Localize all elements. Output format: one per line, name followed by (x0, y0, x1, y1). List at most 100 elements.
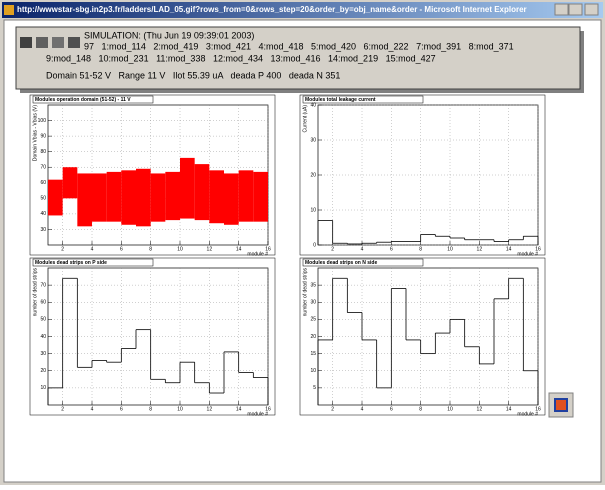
x-tick-label: 4 (91, 246, 94, 252)
x-tick-label: 10 (447, 406, 453, 412)
range-bar (136, 168, 151, 227)
y-tick-label: 70 (40, 165, 46, 171)
y-axis-label: number of dead strips (302, 268, 308, 317)
x-tick-label: 10 (177, 246, 183, 252)
x-tick-label: 2 (331, 406, 334, 412)
tool-button[interactable] (548, 392, 574, 418)
header-box (15, 26, 581, 90)
y-tick-label: 30 (310, 137, 316, 143)
chart-title: Modules total leakage current (305, 97, 376, 103)
range-bar (106, 171, 122, 222)
y-tick-label: 30 (40, 351, 46, 357)
y-tick-label: 30 (40, 227, 46, 233)
y-axis-label: number of dead strips (32, 268, 38, 317)
x-tick-label: 10 (447, 246, 453, 252)
y-tick-label: 60 (40, 180, 46, 186)
x-tick-label: 14 (236, 246, 242, 252)
minimize-button[interactable] (554, 3, 569, 16)
y-tick-label: 40 (310, 102, 316, 108)
y-axis-label: Current (uA) (302, 105, 308, 133)
x-tick-label: 8 (419, 406, 422, 412)
y-tick-label: 70 (40, 282, 46, 288)
x-tick-label: 6 (120, 246, 123, 252)
chart-title-box (32, 258, 154, 267)
x-axis-label: module # (517, 251, 538, 257)
x-tick-label: 16 (535, 246, 541, 252)
range-bar (238, 170, 254, 222)
range-bar (165, 171, 180, 221)
x-tick-label: 8 (149, 406, 152, 412)
range-bar (121, 170, 136, 225)
chart-title-box (32, 95, 154, 104)
y-axis-label: Domain Vbias - Vbias (V) (32, 105, 38, 161)
range-bar (253, 171, 268, 222)
y-tick-label: 30 (310, 300, 316, 306)
x-tick-label: 8 (419, 246, 422, 252)
y-tick-label: 50 (40, 317, 46, 323)
window-buttons[interactable] (554, 3, 599, 16)
header-line: 97 1:mod_114 2:mod_419 3:mod_421 4:mod_4… (84, 41, 514, 51)
maximize-button[interactable] (568, 3, 583, 16)
x-axis-label: module # (517, 411, 538, 417)
y-tick-label: 15 (310, 351, 316, 357)
x-tick-label: 12 (477, 406, 483, 412)
y-tick-label: 60 (40, 300, 46, 306)
x-tick-label: 4 (361, 246, 364, 252)
print-icon[interactable] (36, 37, 48, 48)
x-tick-label: 16 (535, 406, 541, 412)
x-tick-label: 14 (506, 406, 512, 412)
x-tick-label: 2 (331, 246, 334, 252)
y-tick-label: 50 (40, 196, 46, 202)
chart-title: Modules dead strips on P side (35, 260, 107, 266)
image-toolbar[interactable] (20, 37, 80, 48)
chart-title-box (302, 258, 424, 267)
range-bar (92, 173, 107, 222)
x-tick-label: 16 (265, 406, 271, 412)
range-bar (150, 173, 166, 222)
header-line: 9:mod_148 10:mod_231 11:mod_338 12:mod_4… (46, 53, 436, 63)
y-tick-label: 90 (40, 133, 46, 139)
y-tick-label: 40 (40, 211, 46, 217)
range-bar (224, 173, 239, 225)
tool-button-icon[interactable] (554, 398, 568, 412)
chart-title: Modules dead strips on N side (305, 260, 377, 266)
chart-title: Modules operation domain (51-52) - 11 V (35, 97, 131, 103)
y-tick-label: 10 (40, 385, 46, 391)
title-bar (2, 2, 603, 18)
y-tick-label: 35 (310, 282, 316, 288)
x-tick-label: 6 (390, 406, 393, 412)
x-axis-label: module # (247, 251, 268, 257)
x-tick-label: 10 (177, 406, 183, 412)
x-tick-label: 6 (120, 406, 123, 412)
y-tick-label: 20 (310, 334, 316, 340)
save-icon[interactable] (20, 37, 32, 48)
y-tick-label: 40 (40, 334, 46, 340)
folder-icon[interactable] (68, 37, 80, 48)
x-tick-label: 14 (506, 246, 512, 252)
range-bar (62, 167, 78, 199)
y-tick-label: 10 (310, 368, 316, 374)
x-tick-label: 12 (477, 246, 483, 252)
x-tick-label: 4 (361, 406, 364, 412)
x-tick-label: 8 (149, 246, 152, 252)
x-tick-label: 12 (207, 246, 213, 252)
y-tick-label: 100 (38, 118, 47, 124)
x-tick-label: 6 (390, 246, 393, 252)
y-tick-label: 20 (40, 368, 46, 374)
y-tick-label: 5 (313, 385, 316, 391)
y-tick-label: 20 (310, 172, 316, 178)
close-button[interactable] (584, 3, 599, 16)
x-tick-label: 4 (91, 406, 94, 412)
header-line: Domain 51-52 V Range 11 V Ilot 55.39 uA … (46, 70, 340, 80)
tool-button-frame[interactable] (548, 392, 574, 418)
window-title: http://wwwstar-sbg.in2p3.fr/ladders/LAD_… (17, 5, 527, 14)
range-bar (77, 173, 92, 227)
mail-icon[interactable] (52, 37, 64, 48)
range-bar (48, 179, 63, 216)
header-line: SIMULATION: (Thu Jun 19 09:39:01 2003) (84, 30, 254, 40)
range-bar (180, 157, 195, 219)
x-tick-label: 14 (236, 406, 242, 412)
x-tick-label: 16 (265, 246, 271, 252)
app-icon (4, 5, 14, 15)
